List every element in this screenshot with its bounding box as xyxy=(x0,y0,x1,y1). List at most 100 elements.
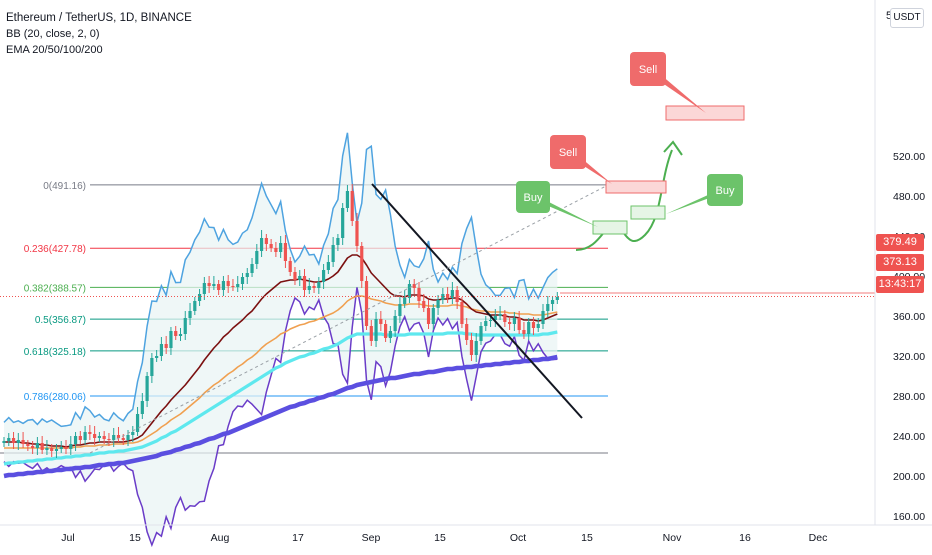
candle-body xyxy=(293,272,297,280)
candle-body xyxy=(555,297,559,300)
bb-indicator-label[interactable]: BB (20, close, 2, 0) xyxy=(6,28,100,40)
y-tick-label: 480.00 xyxy=(893,191,925,203)
candle-body xyxy=(274,248,278,252)
candle-body xyxy=(135,414,140,432)
currency-button[interactable]: USDT xyxy=(890,8,924,28)
candle-body xyxy=(493,316,497,320)
fib-diagonal-line xyxy=(89,184,609,454)
candle-body xyxy=(527,322,531,334)
fib-label: 0(491.16) xyxy=(43,181,86,192)
candle-body xyxy=(360,246,364,281)
candle-body xyxy=(312,286,316,288)
candle-body xyxy=(107,439,111,440)
candle-body xyxy=(345,191,350,208)
candle-body xyxy=(412,284,416,288)
buy-zone-box xyxy=(592,220,628,235)
x-tick-label: 17 xyxy=(292,532,304,544)
fib-label: 0.786(280.06) xyxy=(24,392,86,403)
buy-callout-box xyxy=(516,181,550,213)
candle-body xyxy=(384,324,388,338)
buy-callout-box xyxy=(707,174,743,206)
countdown-tag: 13:43:17 xyxy=(876,276,924,293)
candle-body xyxy=(307,286,311,290)
candle-body xyxy=(441,294,445,300)
candle-body xyxy=(508,322,512,324)
sell-callout-box xyxy=(550,135,586,169)
candle-body xyxy=(446,294,450,298)
symbol-title[interactable]: Ethereum / TetherUS, 1D, BINANCE xyxy=(6,12,192,24)
ema50-line xyxy=(4,295,558,449)
candle-body xyxy=(531,322,536,328)
candle-body xyxy=(326,262,330,270)
candle-body xyxy=(207,283,211,286)
candle-body xyxy=(40,443,44,450)
candle-body xyxy=(512,318,516,324)
candle-body xyxy=(469,340,474,355)
candle-body xyxy=(317,282,321,288)
candle-body xyxy=(21,440,25,444)
x-tick-label: Aug xyxy=(211,532,230,544)
bb-fill xyxy=(4,132,558,546)
candle-body xyxy=(159,344,164,356)
sell-callout-box xyxy=(630,52,666,86)
y-tick-label: 520.00 xyxy=(893,151,925,163)
candle-body xyxy=(35,443,39,448)
candle-body xyxy=(407,284,412,298)
candle-body xyxy=(288,261,292,272)
candle-body xyxy=(422,301,426,308)
candle-body xyxy=(59,447,63,449)
axis-partial-label: 5 xyxy=(886,10,892,22)
ema-price-tag: 373.13 xyxy=(876,254,924,271)
candle-body xyxy=(503,314,507,322)
fib-label: 0.382(388.57) xyxy=(24,283,86,294)
candle-body xyxy=(341,208,345,238)
downtrend-line xyxy=(371,183,583,419)
candle-body xyxy=(155,356,159,358)
candle-body xyxy=(379,319,383,324)
candle-body xyxy=(7,438,11,441)
candle-body xyxy=(188,311,192,318)
candle-body xyxy=(250,264,254,273)
y-tick-label: 280.00 xyxy=(893,391,925,403)
candle-body xyxy=(259,238,264,251)
x-tick-label: Oct xyxy=(510,532,526,544)
candle-body xyxy=(2,441,6,443)
buy-callout-label: Buy xyxy=(716,185,735,197)
ema-indicator-label[interactable]: EMA 20/50/100/200 xyxy=(6,44,103,56)
candle-body xyxy=(474,341,478,355)
last-price-tag: 379.49 xyxy=(876,234,924,251)
candle-body xyxy=(112,435,116,440)
y-tick-label: 200.00 xyxy=(893,471,925,483)
candle-body xyxy=(193,301,197,311)
candle-body xyxy=(484,321,488,326)
candle-body xyxy=(102,436,106,439)
candle-body xyxy=(541,311,545,324)
y-tick-label: 360.00 xyxy=(893,311,925,323)
candle-body xyxy=(54,449,59,451)
candle-body xyxy=(436,300,440,308)
candle-body xyxy=(26,444,30,446)
candle-body xyxy=(264,238,268,244)
sell-zone-box xyxy=(665,105,745,121)
candle-body xyxy=(369,326,373,341)
candle-body xyxy=(374,319,378,341)
candle-body xyxy=(150,358,154,376)
candle-body xyxy=(221,281,226,290)
candle-body xyxy=(388,331,392,338)
candle-body xyxy=(522,330,526,334)
x-tick-label: 15 xyxy=(129,532,141,544)
x-tick-label: 15 xyxy=(434,532,446,544)
candle-body xyxy=(164,344,168,348)
candle-body xyxy=(403,298,407,304)
ema20-line xyxy=(4,254,558,448)
candle-body xyxy=(97,436,101,438)
candle-body xyxy=(536,324,540,328)
sell-callout-label: Sell xyxy=(639,64,657,76)
x-tick-label: Sep xyxy=(362,532,381,544)
ema200-line xyxy=(3,354,558,479)
candle-body xyxy=(145,376,149,401)
candle-body xyxy=(245,273,249,277)
candle-body xyxy=(450,290,454,298)
